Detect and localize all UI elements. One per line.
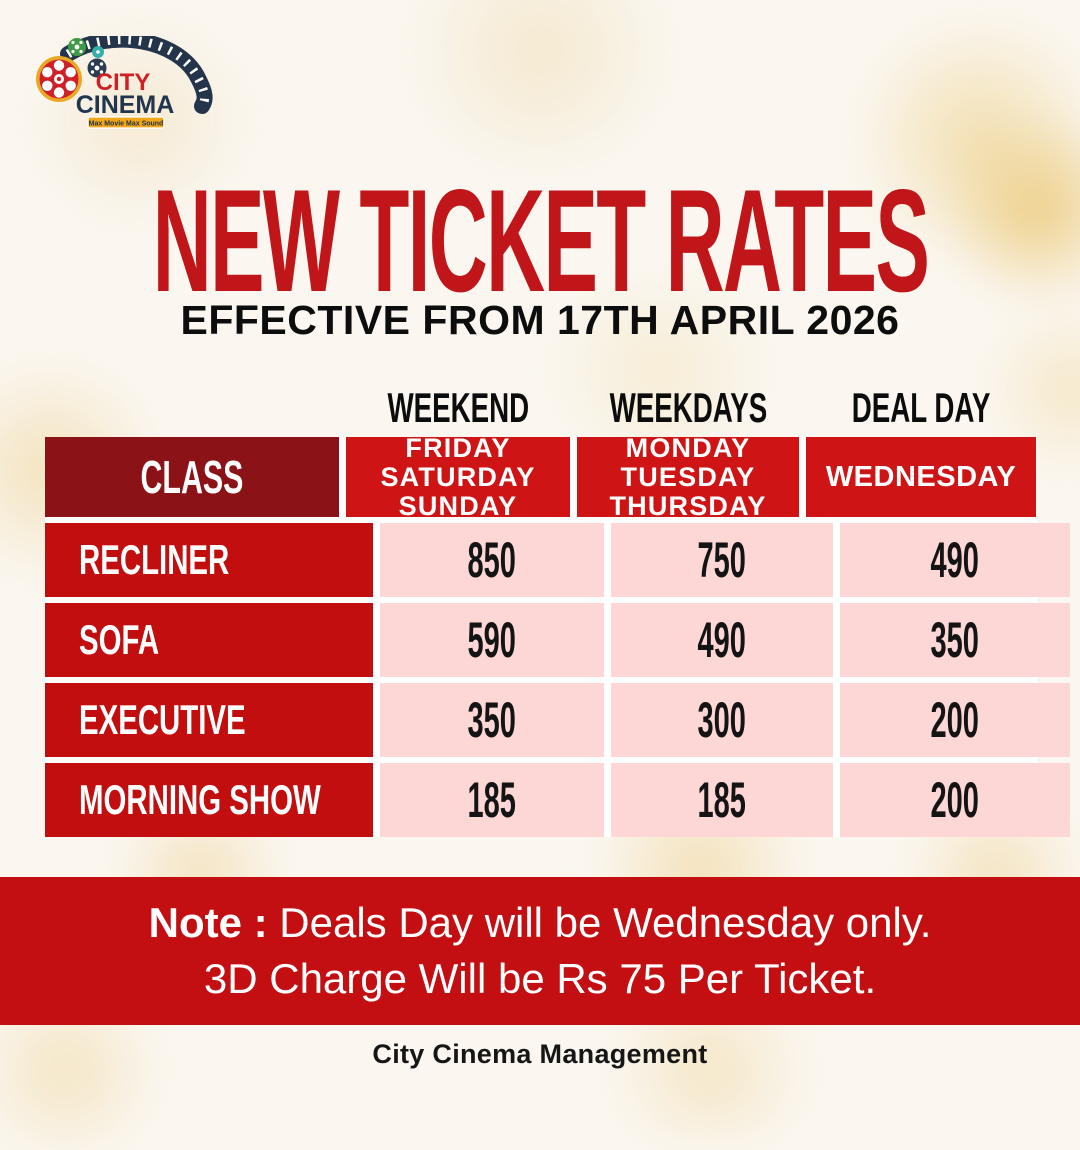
row-label-cell: SOFA [45, 603, 373, 677]
logo-city-text: CITY [96, 69, 151, 96]
table-row-executive: EXECUTIVE 350 300 200 [45, 683, 1070, 757]
price-cell: 490 [840, 523, 1070, 597]
price-cell: 350 [840, 603, 1070, 677]
price-cell: 750 [611, 523, 833, 597]
page-title-text: NEW TICKET RATES [152, 159, 929, 322]
column-group-labels: WEEKEND WEEKDAYS DEAL DAY [45, 384, 1037, 432]
price-cell: 200 [840, 683, 1070, 757]
class-header-cell: CLASS [45, 437, 339, 517]
table-row-sofa: SOFA 590 490 350 [45, 603, 1070, 677]
weekend-days-header-cell: FRIDAY SATURDAY SUNDAY [346, 433, 570, 520]
price-cell: 300 [611, 683, 833, 757]
page-title: NEW TICKET RATES [0, 168, 1080, 314]
note-text-1: Deals Day will be Wednesday only. [279, 899, 932, 946]
note-text-2: 3D Charge Will be Rs 75 Per Ticket. [203, 955, 877, 1002]
note-banner: Note : Deals Day will be Wednesday only.… [0, 877, 1080, 1025]
row-label-cell: RECLINER [45, 523, 373, 597]
price-cell: 185 [611, 763, 833, 837]
row-label-cell: MORNING SHOW [45, 763, 373, 837]
note-line-1: Note : Deals Day will be Wednesday only. [149, 895, 932, 951]
popcorn-blob [380, 0, 700, 160]
price-cell: 200 [840, 763, 1070, 837]
city-cinema-logo: CITY CINEMA Max Movie Max Sound [30, 31, 235, 131]
price-cell: 590 [380, 603, 604, 677]
dealday-days-header-cell: WEDNESDAY [806, 437, 1036, 517]
table-row-morning-show: MORNING SHOW 185 185 200 [45, 763, 1070, 837]
group-label-weekdays: WEEKDAYS [609, 384, 767, 431]
logo-cinema-text: CINEMA [76, 91, 175, 119]
price-cell: 350 [380, 683, 604, 757]
weekdays-days-header-cell: MONDAY TUESDAY THURSDAY [577, 433, 799, 520]
group-label-spacer [45, 386, 346, 432]
price-cell: 490 [611, 603, 833, 677]
group-label-dealday: DEAL DAY [851, 384, 991, 431]
note-label: Note : [148, 899, 268, 946]
table-header-row: CLASS FRIDAY SATURDAY SUNDAY MONDAY TUES… [45, 433, 1037, 520]
row-label-cell: EXECUTIVE [45, 683, 373, 757]
film-reel-logo-icon: CITY CINEMA Max Movie Max Sound [36, 31, 213, 129]
ticket-rates-table: CLASS FRIDAY SATURDAY SUNDAY MONDAY TUES… [45, 433, 1070, 837]
table-row-recliner: RECLINER 850 750 490 [45, 523, 1070, 597]
price-cell: 185 [380, 763, 604, 837]
price-cell: 850 [380, 523, 604, 597]
note-line-2: 3D Charge Will be Rs 75 Per Ticket. [204, 951, 876, 1007]
logo-tagline: Max Movie Max Sound [89, 121, 164, 128]
group-label-weekend: WEEKEND [387, 384, 529, 431]
effective-date-subtitle: EFFECTIVE FROM 17TH APRIL 2026 [180, 297, 900, 343]
footer-text: City Cinema Management [372, 1039, 708, 1069]
